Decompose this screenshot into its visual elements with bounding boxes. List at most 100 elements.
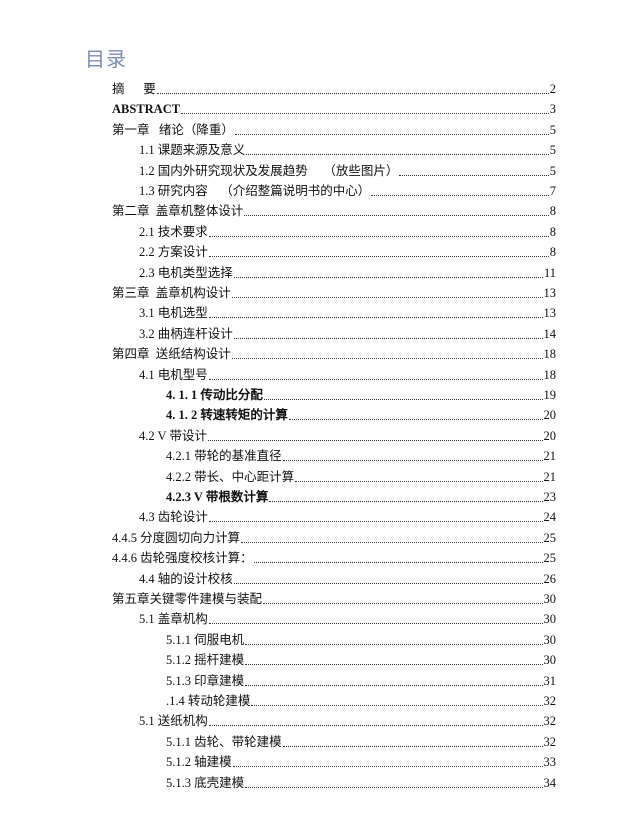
toc-entry[interactable]: 2.3 电机类型选择 11 [139, 263, 556, 281]
toc-entry-title: 5.1.3 底壳建模 [166, 775, 245, 790]
toc-entry[interactable]: 4.1 电机型号 18 [139, 365, 556, 383]
toc-entry-page: 11 [543, 265, 556, 280]
toc-entry-title: 4.2.2 带长、中心距计算 [166, 469, 295, 484]
toc-entry-page: 33 [543, 755, 557, 770]
toc-entry-title: 4.1 电机型号 [139, 367, 208, 382]
dot-leader [399, 174, 549, 176]
toc-entry[interactable]: 第四章 送纸结构设计 18 [112, 344, 556, 362]
toc-entry[interactable]: 1.2 国内外研究现状及发展趋势 （放些图片） 5 [139, 161, 556, 179]
dot-leader [288, 419, 543, 421]
toc-entry-page: 26 [543, 571, 557, 586]
toc-entry[interactable]: 5.1.3 印章建模 31 [166, 671, 556, 689]
toc-entry[interactable]: 4. 1. 2 转速转矩的计算 20 [166, 405, 556, 423]
toc-entry-page: 19 [543, 388, 557, 402]
toc-entry-page: 25 [543, 530, 557, 545]
toc-entry[interactable]: 第五章关键零件建模与装配 30 [112, 589, 556, 607]
toc-entry-page: 5 [549, 122, 556, 137]
toc-entry[interactable]: 5.1.1 齿轮、带轮建模 32 [166, 732, 556, 750]
toc-entry[interactable]: 4.4 轴的设计校核 26 [139, 569, 556, 587]
toc-entry-page: 24 [543, 510, 557, 525]
toc-entry[interactable]: 第三章 盖章机构设计 13 [112, 283, 556, 301]
toc-entry[interactable]: 4.2.1 带轮的基准直径 21 [166, 446, 556, 464]
toc-entry[interactable]: 1.3 研究内容 （介绍整篇说明书的中心） 7 [139, 181, 556, 199]
toc-entry-page: 30 [543, 612, 557, 627]
toc-entry-page: 8 [549, 224, 556, 239]
toc-entry-title: 1.3 研究内容 （介绍整篇说明书的中心） [139, 184, 371, 198]
dot-leader [245, 664, 543, 666]
toc-entry-title: 1.2 国内外研究现状及发展趋势 （放些图片） [139, 163, 399, 178]
toc-entry-title: 第一章 绪论（降重） [112, 122, 234, 137]
dot-leader [208, 521, 543, 523]
toc-entry-page: 31 [543, 673, 557, 688]
toc-entry[interactable]: 3.2 曲柄连杆设计 14 [139, 324, 556, 342]
dot-leader [282, 460, 543, 462]
toc-entry[interactable]: 4.2.3 V 带根数计算 23 [166, 487, 556, 505]
dot-leader [245, 786, 543, 788]
toc-entry-title: 3.1 电机选型 [139, 306, 208, 321]
dot-leader [246, 154, 549, 156]
toc-entry[interactable]: 第二章 盖章机整体设计 8 [112, 201, 556, 219]
dot-leader [208, 256, 549, 258]
toc-entry[interactable]: 4.4.6 齿轮强度校核计算： 25 [112, 548, 556, 566]
toc-entry[interactable]: 3.1 电机选型 13 [139, 303, 556, 321]
toc-entry[interactable]: 5.1.3 底壳建模 34 [166, 773, 556, 791]
toc-entry-title: 2.1 技术要求 [139, 224, 208, 239]
toc-entry[interactable]: 摘 要 2 [112, 79, 556, 97]
dot-leader [244, 215, 549, 217]
dot-leader [251, 705, 543, 706]
dot-leader [231, 358, 543, 360]
toc-entry-title: 4.2.1 带轮的基准直径 [166, 449, 282, 464]
toc-entry[interactable]: 4.2.2 带长、中心距计算 21 [166, 467, 556, 485]
toc-entry[interactable]: 5.1.2 摇杆建模 30 [166, 650, 556, 668]
toc-entry-title: ABSTRACT [112, 102, 181, 117]
toc-entry-title: 4.4.6 齿轮强度校核计算： [112, 551, 253, 566]
toc-entry-title: 5.1.1 伺服电机 [166, 632, 245, 647]
toc-entry-page: 8 [549, 204, 556, 219]
toc-entry-page: 21 [543, 449, 557, 464]
dot-leader [208, 317, 543, 319]
toc-entry-page: 30 [543, 632, 557, 647]
toc-entry[interactable]: 4. 1. 1 传动比分配 19 [166, 385, 556, 403]
toc-entry-page: 20 [543, 428, 557, 443]
toc-entry[interactable]: .1.4 转动轮建模 32 [166, 691, 556, 709]
toc-entry-page: 21 [543, 469, 557, 484]
toc-entry-page: 3 [549, 102, 556, 117]
toc-entry[interactable]: 2.2 方案设计 8 [139, 242, 556, 260]
toc-entry[interactable]: 5.1 送纸机构 32 [139, 711, 556, 729]
toc-entry-title: 3.2 曲柄连杆设计 [139, 326, 233, 341]
toc-entry-page: 30 [543, 592, 557, 606]
toc-entry-title: 4. 1. 2 转速转矩的计算 [166, 408, 288, 423]
toc-entry[interactable]: 1.1 课题来源及意义 5 [139, 140, 556, 158]
toc-entry[interactable]: 5.1 盖章机构 30 [139, 609, 556, 627]
dot-leader [232, 766, 543, 768]
toc-entry-page: 32 [543, 694, 557, 708]
toc-entry[interactable]: 4.2 V 带设计 20 [139, 426, 556, 444]
toc-entry-page: 32 [543, 714, 557, 729]
dot-leader [207, 439, 543, 441]
dot-leader [231, 297, 543, 298]
toc-entry-title: 4.2 V 带设计 [139, 428, 207, 443]
toc-entry[interactable]: 4.3 齿轮设计 24 [139, 507, 556, 525]
toc-entry[interactable]: 2.1 技术要求 8 [139, 222, 556, 240]
dot-leader [233, 276, 543, 278]
dot-leader [208, 235, 549, 237]
toc-entry-title: 5.1.2 轴建模 [166, 755, 232, 770]
toc-entry-page: 8 [549, 245, 556, 260]
toc-entry[interactable]: 第一章 绪论（降重） 5 [112, 120, 556, 138]
dot-leader [208, 378, 543, 380]
toc-entry-page: 20 [543, 408, 557, 423]
toc-entry[interactable]: 5.1.1 伺服电机 30 [166, 630, 556, 648]
dot-leader [181, 113, 549, 115]
toc-entry-page: 18 [543, 347, 557, 362]
dot-leader [156, 93, 549, 94]
toc-entry-page: 23 [543, 490, 557, 504]
dot-leader [371, 195, 549, 196]
toc-entry[interactable]: 4.4.5 分度圆切向力计算 25 [112, 528, 556, 546]
dot-leader [263, 399, 543, 400]
dot-leader [282, 745, 543, 747]
toc-entry[interactable]: ABSTRACT 3 [112, 99, 556, 117]
toc-entry[interactable]: 5.1.2 轴建模 33 [166, 752, 556, 770]
toc-entry-title: 1.1 课题来源及意义 [139, 143, 246, 158]
toc-entry-page: 32 [543, 734, 557, 749]
toc-entry-title: 2.2 方案设计 [139, 245, 208, 260]
